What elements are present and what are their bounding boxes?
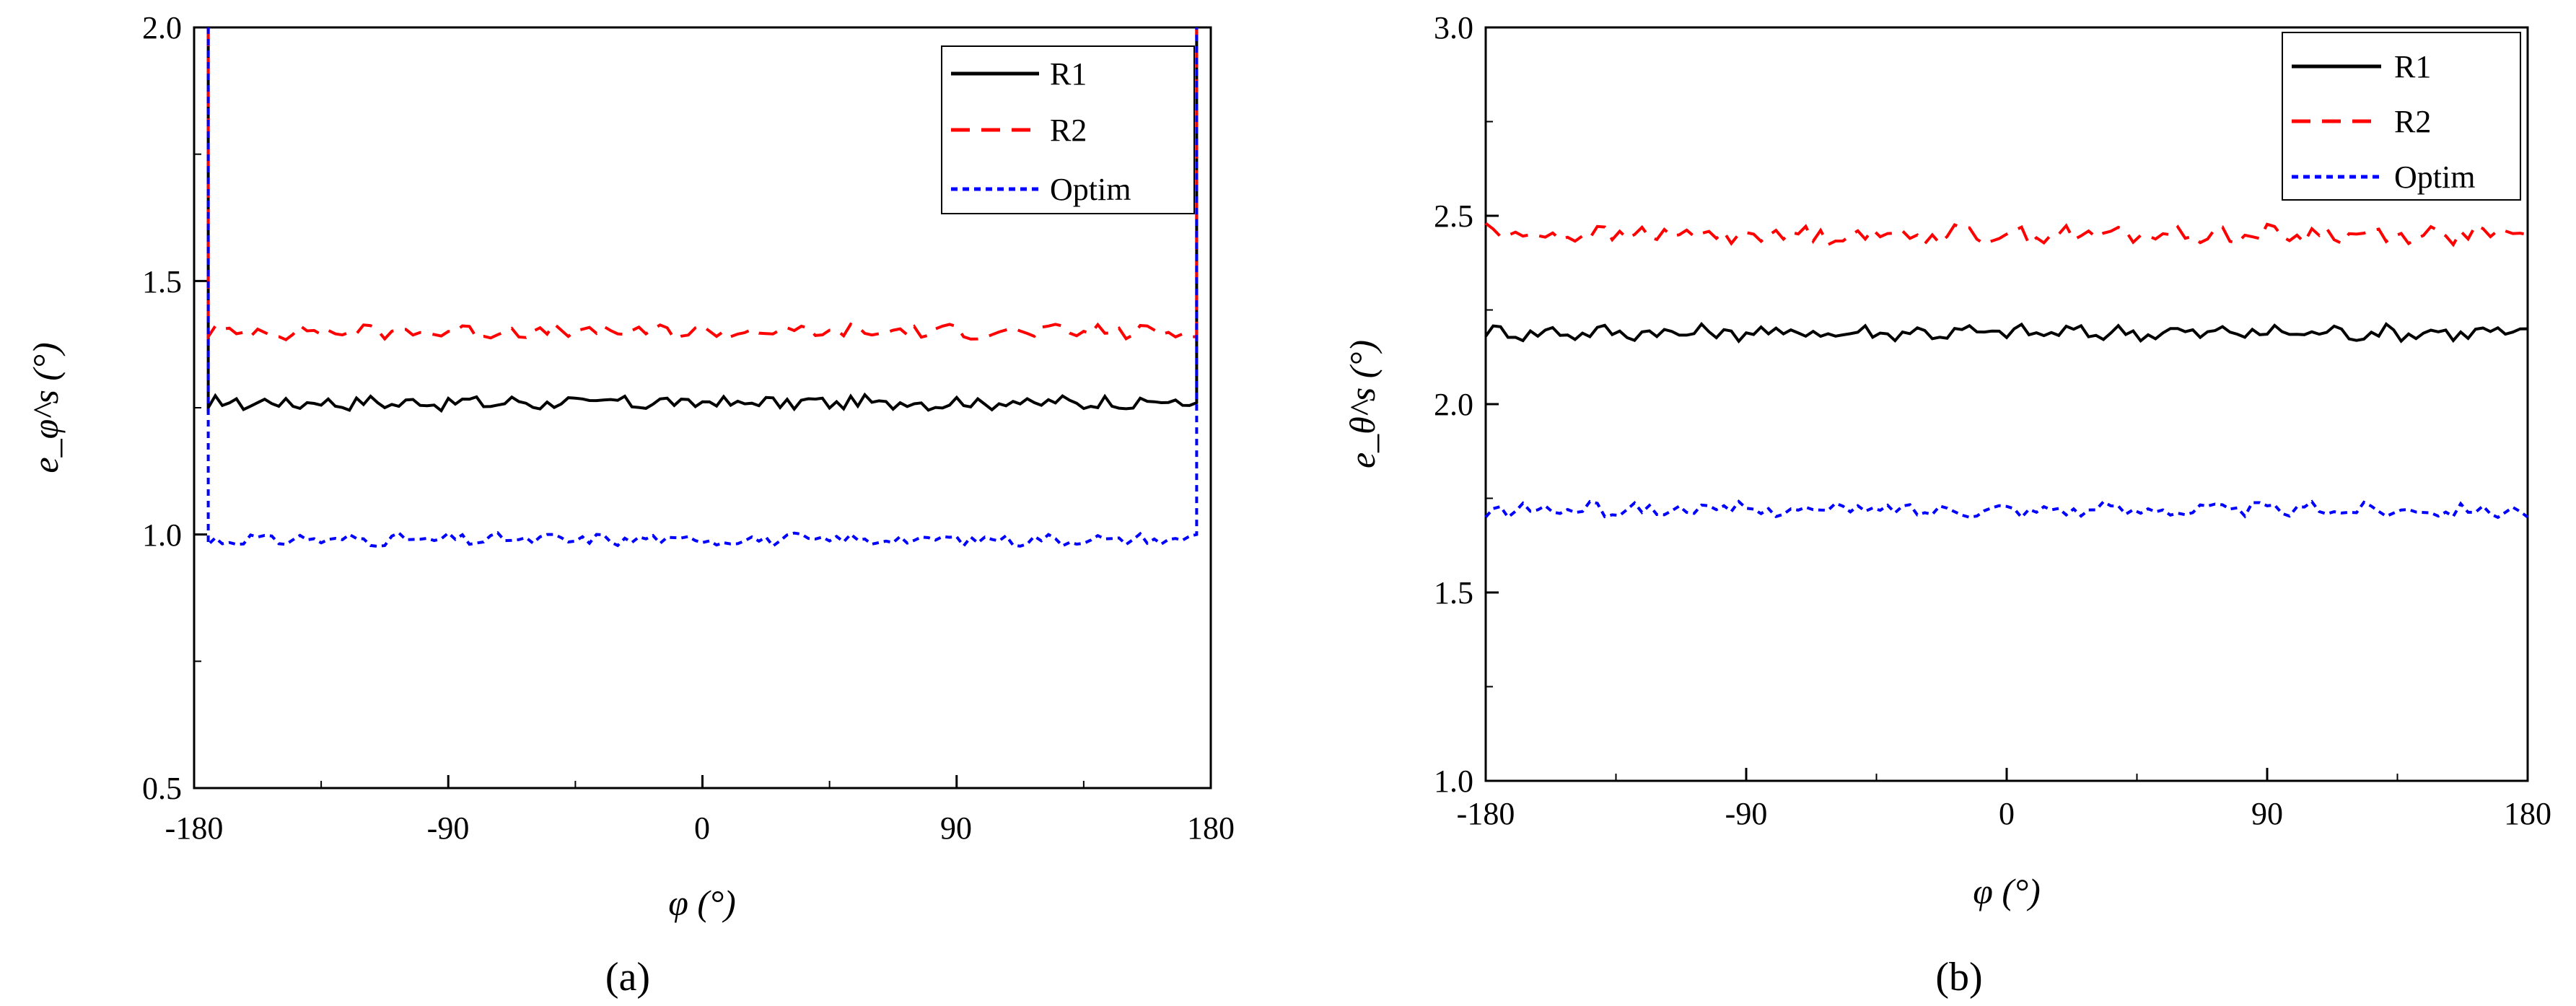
panel-b-xtick-label: 180 <box>2504 796 2551 831</box>
panel-a-xtick-label: 0 <box>694 810 710 846</box>
panel-a-xlabel: φ (°) <box>668 883 735 923</box>
panel-a-ytick-label: 1.5 <box>142 264 182 299</box>
panel-a-ylabel: e_φ^s (°) <box>25 342 66 473</box>
panel-b-ytick-label: 3.0 <box>1434 10 1473 45</box>
panel-a-ytick-labels: 0.5 1.0 1.5 2.0 <box>142 10 182 806</box>
panel-a-ytick-label: 0.5 <box>142 771 182 806</box>
panel-a-series-line-r1 <box>206 27 1199 414</box>
panel-b-legend-label-optim: Optim <box>2394 159 2475 195</box>
panel-a-ytick-label: 2.0 <box>142 10 182 45</box>
panel-a-legend-label-r2: R2 <box>1050 113 1087 148</box>
panel-a-xtick-labels: -180 -90 0 90 180 <box>165 810 1235 846</box>
panel-b-ytick-label: 1.5 <box>1434 575 1473 611</box>
panel-a-xtick-label: -90 <box>427 810 470 846</box>
panel-b-series-line-r1 <box>1484 321 2528 344</box>
panel-a-legend-label-optim: Optim <box>1050 172 1131 207</box>
panel-b: -180 -90 0 90 180 1.0 1.5 2.0 2.5 3.0 φ … <box>1342 10 2551 1000</box>
panel-a-label: (a) <box>605 955 650 1000</box>
panel-b-xlabel: φ (°) <box>1973 871 2040 911</box>
panel-a-ticks <box>193 26 1212 790</box>
panel-b-series-line-r2 <box>1484 222 2528 248</box>
panel-b-xtick-label: -180 <box>1457 796 1515 831</box>
panel-a-series-line-optim <box>206 27 1199 548</box>
panel-b-ytick-label: 1.0 <box>1434 764 1473 799</box>
panel-b-legend-label-r2: R2 <box>2394 104 2431 139</box>
panel-b-xtick-label: 90 <box>2251 796 2283 831</box>
panel-b-legend: R1 R2 Optim <box>2282 32 2521 201</box>
panel-b-ytick-label: 2.5 <box>1434 198 1473 234</box>
panel-b-ticks <box>1484 26 2529 782</box>
panel-b-series-line-optim <box>1484 499 2529 520</box>
panel-b-xtick-label: 0 <box>1999 796 2015 831</box>
panel-b-xtick-labels: -180 -90 0 90 180 <box>1457 796 2551 831</box>
panel-a-xtick-label: 180 <box>1187 810 1235 846</box>
panel-b-series <box>1484 222 2529 520</box>
panel-a-series <box>206 27 1199 548</box>
panel-b-ytick-labels: 1.0 1.5 2.0 2.5 3.0 <box>1434 10 1473 799</box>
panel-a-xtick-label: 90 <box>940 810 972 846</box>
panel-a-ytick-label: 1.0 <box>142 517 182 553</box>
panel-b-legend-box <box>2282 32 2521 201</box>
panel-a: -180 -90 0 90 180 0.5 1.0 1.5 2.0 φ (°) … <box>25 10 1235 1000</box>
panel-a-legend: R1 R2 Optim <box>941 45 1195 214</box>
panel-a-legend-label-r1: R1 <box>1050 56 1087 92</box>
panel-b-xtick-label: -90 <box>1725 796 1768 831</box>
panel-a-xtick-label: -180 <box>165 810 224 846</box>
panel-b-legend-label-r1: R1 <box>2394 49 2431 84</box>
panel-b-ytick-label: 2.0 <box>1434 387 1473 422</box>
panel-b-ylabel: e_θ^s (°) <box>1342 340 1383 468</box>
panel-b-label: (b) <box>1935 955 1982 1000</box>
panel-a-series-line-r2 <box>206 27 1199 342</box>
